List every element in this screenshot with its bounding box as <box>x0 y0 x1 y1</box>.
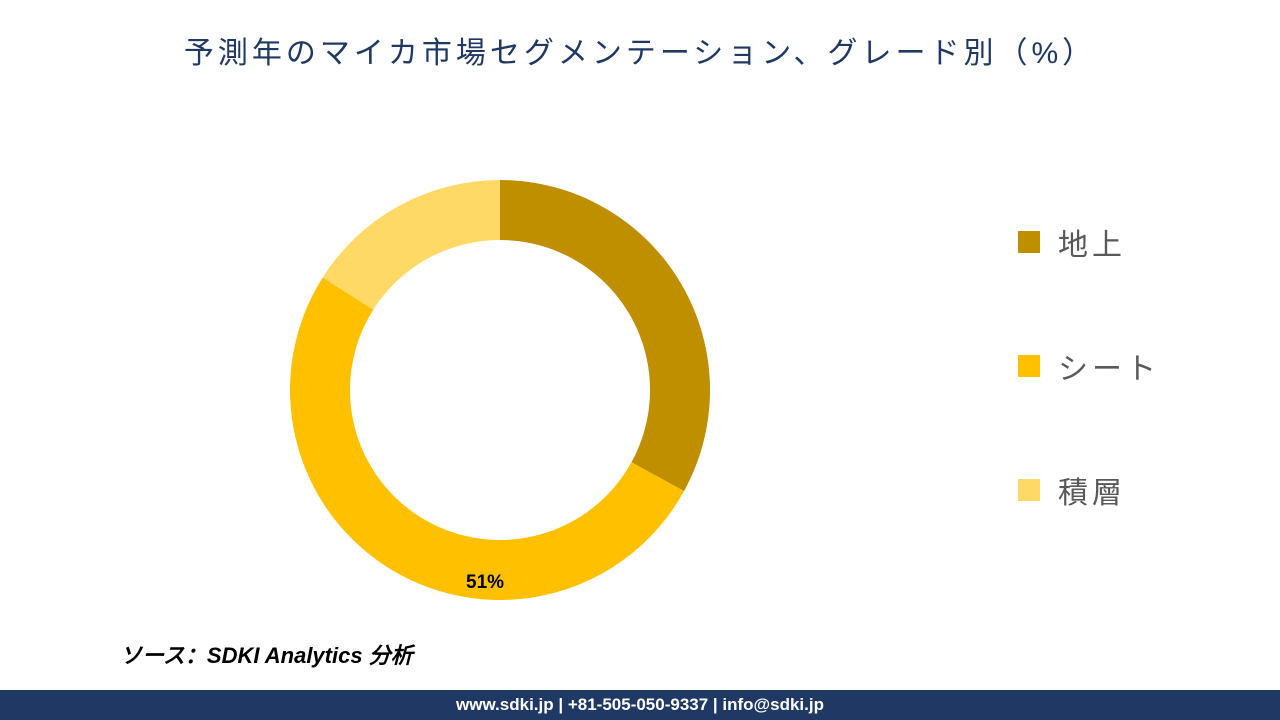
donut-svg <box>280 170 720 610</box>
donut-slice <box>500 180 710 491</box>
chart-title: 予測年のマイカ市場セグメンテーション、グレード別（%） <box>0 0 1280 72</box>
legend-label: 地上 <box>1058 220 1126 264</box>
legend-swatch <box>1018 231 1040 253</box>
legend-item: 地上 <box>1018 220 1160 264</box>
legend-label: 積層 <box>1058 468 1126 512</box>
legend-swatch <box>1018 479 1040 501</box>
footer-text: www.sdki.jp | +81-505-050-9337 | info@sd… <box>456 695 824 715</box>
source-attribution: ソース：SDKI Analytics 分析 <box>120 638 413 670</box>
donut-slice <box>323 180 500 310</box>
slice-data-label: 51% <box>466 572 504 594</box>
legend-label: シート <box>1058 344 1160 388</box>
legend-swatch <box>1018 355 1040 377</box>
legend-item: シート <box>1018 344 1160 388</box>
footer-bar: www.sdki.jp | +81-505-050-9337 | info@sd… <box>0 690 1280 720</box>
legend: 地上シート積層 <box>1018 220 1160 592</box>
donut-slice <box>290 277 684 600</box>
legend-item: 積層 <box>1018 468 1160 512</box>
donut-chart: 51% <box>280 170 720 610</box>
